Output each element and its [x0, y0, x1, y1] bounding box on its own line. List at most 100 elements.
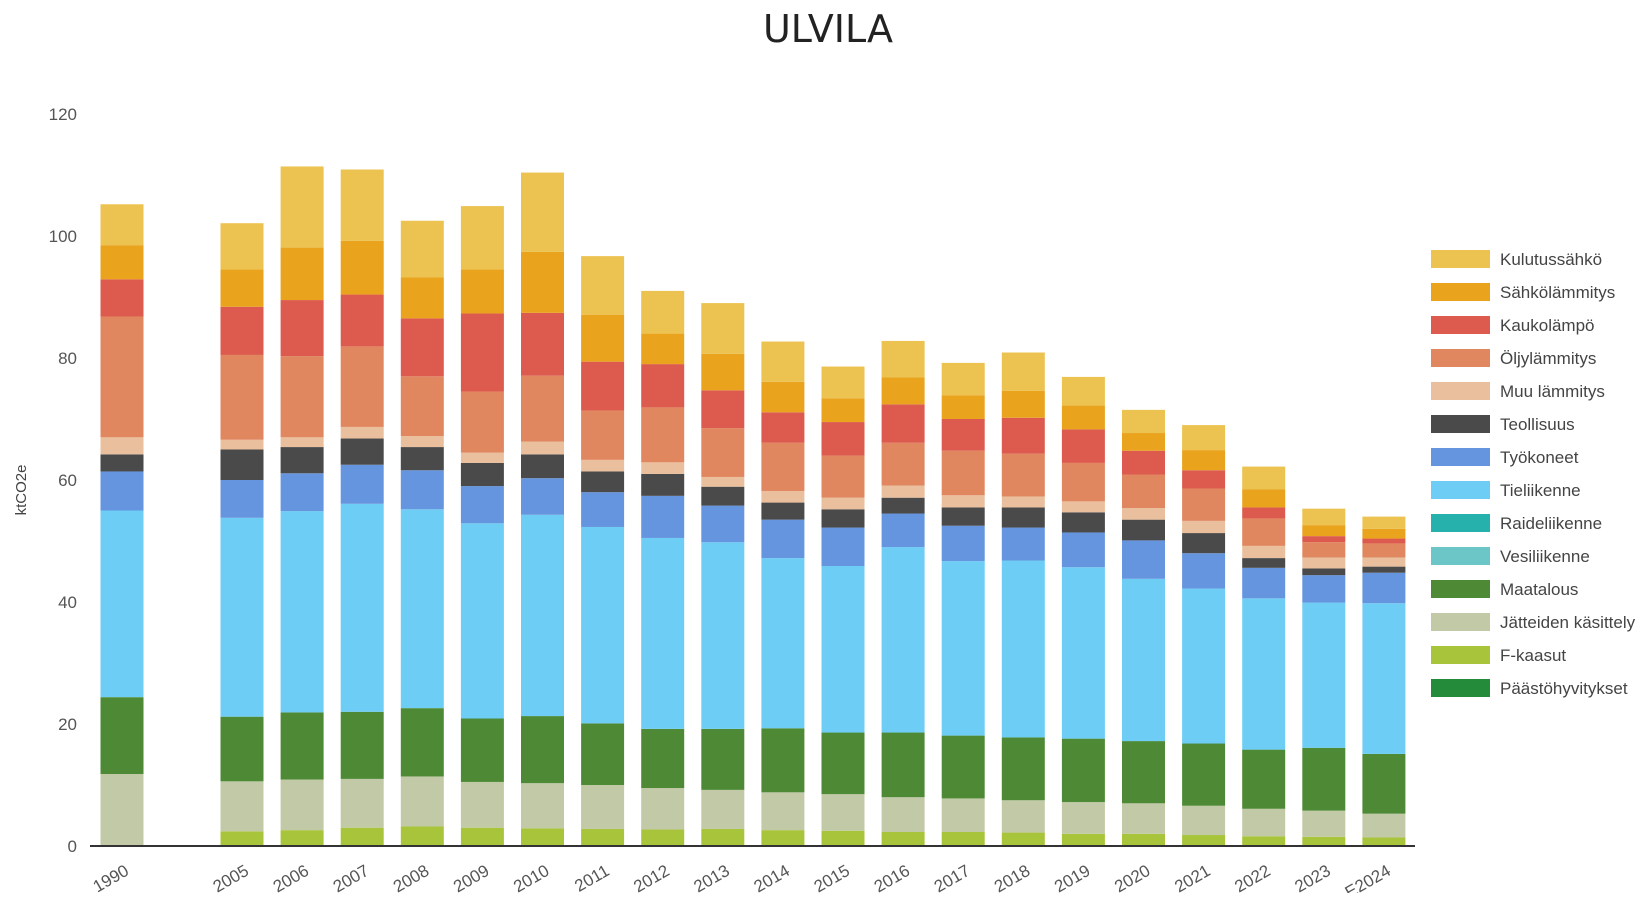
bar-segment	[340, 294, 384, 347]
bar-segment	[1182, 553, 1226, 589]
bar-segment	[1182, 520, 1226, 534]
x-tick-label: 2016	[871, 861, 913, 893]
bar-segment	[220, 517, 264, 717]
bar-segment	[100, 510, 144, 698]
bar-segment	[1001, 453, 1045, 497]
bar-segment	[821, 497, 865, 510]
bar-segment	[1362, 753, 1406, 814]
x-tick-label: 2008	[390, 861, 432, 893]
bar-segment	[1362, 572, 1406, 604]
bar-segment	[521, 828, 564, 846]
bar-segment	[881, 404, 925, 443]
bar-segment	[220, 439, 264, 450]
bar-segment	[460, 452, 504, 463]
bar-segment	[521, 441, 564, 455]
bar-segment	[1242, 518, 1286, 546]
bar-segment	[460, 486, 504, 524]
bar-segment	[220, 269, 264, 307]
bar-segment	[1242, 598, 1286, 750]
bar-segment	[460, 206, 504, 270]
bar-segment	[1122, 519, 1165, 541]
x-tick-label: 2011	[571, 861, 612, 893]
bar-segment	[1001, 352, 1045, 391]
bar-segment	[1182, 450, 1226, 471]
bar-segment	[1242, 808, 1286, 837]
bar-segment	[581, 828, 625, 846]
bar-segment	[280, 712, 324, 780]
bar-segment	[220, 306, 264, 355]
bar-segment	[340, 240, 384, 295]
bar-segment	[400, 220, 444, 278]
legend-swatch	[1431, 448, 1490, 466]
bar-segment	[1302, 557, 1346, 569]
bar-segment	[400, 436, 444, 448]
bar-segment	[1362, 603, 1406, 754]
bar-segment	[581, 361, 625, 411]
bar-segment	[100, 697, 144, 775]
bar-segment	[1242, 558, 1286, 568]
bar-segment	[1362, 557, 1406, 567]
bar-segment	[641, 829, 685, 846]
bar-segment	[941, 450, 985, 496]
bar-segment	[1302, 602, 1346, 748]
bar-segment	[641, 537, 685, 729]
bar-segment	[581, 459, 625, 472]
bar-segment	[761, 519, 805, 559]
x-tick-label: 2005	[210, 861, 252, 893]
bar-segment	[1001, 527, 1045, 561]
bar-segment	[220, 480, 264, 518]
bar-segment	[1242, 466, 1286, 490]
bar-segment	[641, 495, 685, 538]
bar-segment	[1182, 425, 1226, 451]
bar-segment	[521, 172, 564, 252]
bar-segment	[761, 792, 805, 831]
legend: Kulutussähkö Sähkölämmitys Kaukolämpö Öljyl…	[1431, 250, 1636, 698]
bar-segment	[521, 312, 564, 376]
legend-label: Jätteiden käsittely	[1500, 613, 1636, 632]
bar-segment	[641, 473, 685, 496]
x-tick-label: 2014	[751, 861, 793, 893]
x-axis: 1990 2005 2006 2007 2008 2009 2010 2011 2012 2013…	[90, 861, 1394, 898]
legend-label: Öljylämmitys	[1500, 349, 1596, 368]
bar-segment	[521, 375, 564, 442]
bar-segment	[1242, 836, 1286, 846]
bar-segment	[1302, 508, 1346, 526]
legend-label: F-kaasut	[1500, 646, 1566, 665]
bar-segment	[100, 316, 144, 438]
bar-segment	[1001, 560, 1045, 738]
x-tick-label: E2024	[1342, 861, 1394, 893]
x-tick-label: 2020	[1111, 861, 1153, 893]
bar-segment	[1302, 836, 1346, 846]
bar-segment	[1001, 800, 1045, 833]
bar-segment	[340, 711, 384, 779]
bar-segment	[941, 831, 985, 846]
bar-segment	[1242, 749, 1286, 809]
bar-segment	[1001, 390, 1045, 418]
bar-segment	[1122, 578, 1165, 742]
bar-segment	[521, 716, 564, 784]
bar-segment	[400, 470, 444, 510]
x-tick-label: 2007	[330, 861, 372, 893]
bar-segment	[100, 471, 144, 511]
bar-segment	[641, 290, 685, 334]
bar-segment	[280, 511, 324, 713]
bar-segment	[400, 708, 444, 777]
x-tick-label: 2019	[1051, 861, 1093, 893]
bar-segment	[881, 497, 925, 514]
bar-segment	[1302, 747, 1346, 811]
legend-label: Vesiliikenne	[1500, 547, 1590, 566]
bar-segment	[821, 527, 865, 567]
bar-segment	[941, 561, 985, 736]
bar-segment	[1242, 489, 1286, 508]
bar-segment	[1242, 507, 1286, 519]
bar-segment	[1362, 837, 1406, 846]
x-tick-label: 1990	[90, 861, 132, 893]
bar-segment	[881, 797, 925, 832]
bar-segment	[340, 503, 384, 712]
bar-segment	[821, 732, 865, 795]
bar-segment	[1182, 533, 1226, 554]
bar-segment	[1122, 450, 1165, 475]
bar-segment	[340, 827, 384, 846]
bar-segment	[881, 831, 925, 846]
bar-segment	[881, 732, 925, 798]
